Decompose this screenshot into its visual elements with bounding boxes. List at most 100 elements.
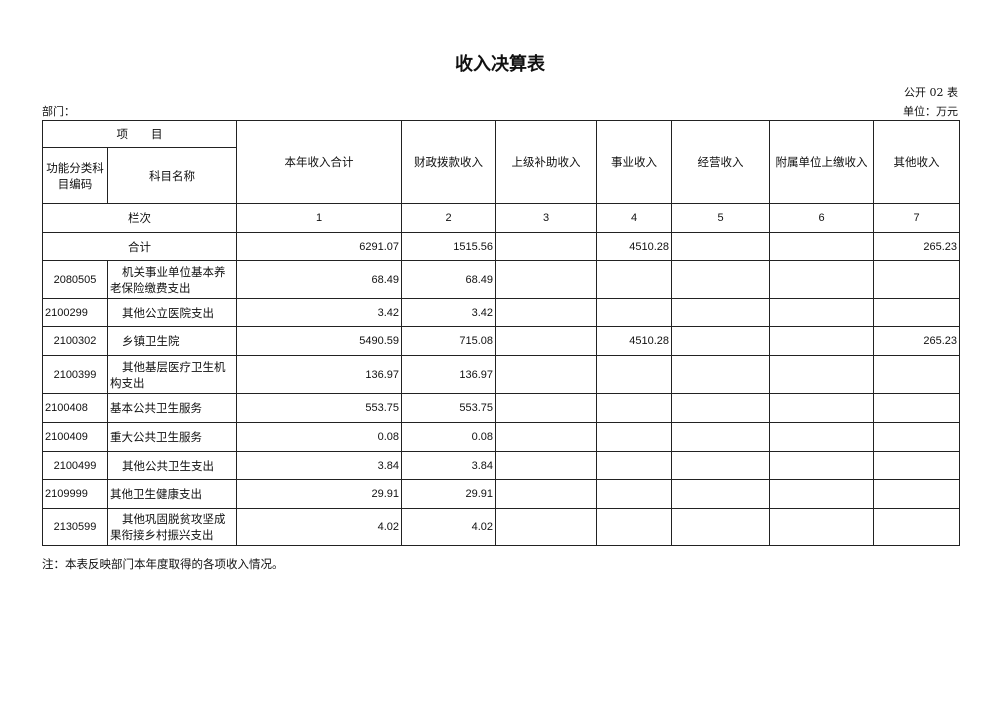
header-col: 本年收入合计 [236, 120, 402, 204]
amount-cell [671, 422, 770, 452]
column-index: 5 [671, 203, 770, 233]
column-index-label: 栏次 [42, 203, 237, 233]
page-title: 收入决算表 [455, 54, 545, 75]
subject-name: 其他公立医院支出 [107, 298, 237, 327]
header-code: 功能分类科目编码 [42, 147, 108, 204]
amount-cell: 553.75 [401, 393, 496, 423]
amount-cell [873, 479, 960, 509]
amount-cell [495, 326, 597, 356]
subject-code: 2080505 [42, 260, 108, 299]
amount-cell [495, 451, 597, 480]
amount-cell [873, 298, 960, 327]
amount-cell: 4.02 [236, 508, 402, 546]
subject-name: 基本公共卫生服务 [107, 393, 237, 423]
amount-cell [769, 451, 874, 480]
subject-code: 2100302 [42, 326, 108, 356]
amount-cell [495, 508, 597, 546]
subject-code: 2109999 [42, 479, 108, 509]
amount-cell: 265.23 [873, 326, 960, 356]
table-row: 2100399 其他基层医疗卫生机构支出 136.97 136.97 [42, 355, 960, 394]
header-col: 上级补助收入 [495, 120, 597, 204]
amount-cell [671, 393, 770, 423]
footnote: 注：本表反映部门本年度取得的各项收入情况。 [42, 557, 284, 571]
amount-cell [873, 422, 960, 452]
amount-cell [495, 393, 597, 423]
amount-cell [671, 260, 770, 299]
table-row: 2100409 重大公共卫生服务 0.08 0.08 [42, 422, 960, 452]
amount-cell [671, 479, 770, 509]
subject-name: 其他巩固脱贫攻坚成果衔接乡村振兴支出 [107, 508, 237, 546]
table-row: 2109999 其他卫生健康支出 29.91 29.91 [42, 479, 960, 509]
subject-code: 2100409 [42, 422, 108, 452]
total-value: 6291.07 [236, 232, 402, 261]
total-value [495, 232, 597, 261]
amount-cell [596, 393, 672, 423]
amount-cell: 5490.59 [236, 326, 402, 356]
amount-cell [769, 326, 874, 356]
total-row: 合计 6291.07 1515.56 4510.28 265.23 [42, 232, 960, 261]
amount-cell [495, 479, 597, 509]
amount-cell [769, 355, 874, 394]
table-row: 2100302 乡镇卫生院 5490.59 715.08 4510.28 265.23 [42, 326, 960, 356]
subject-name: 其他公共卫生支出 [107, 451, 237, 480]
amount-cell: 3.84 [236, 451, 402, 480]
amount-cell: 29.91 [236, 479, 402, 509]
header-col: 其他收入 [873, 120, 960, 204]
subject-code: 2100408 [42, 393, 108, 423]
form-code: 公开 02 表 [904, 86, 958, 99]
amount-cell [671, 326, 770, 356]
column-index: 2 [401, 203, 496, 233]
amount-cell: 715.08 [401, 326, 496, 356]
subject-code: 2130599 [42, 508, 108, 546]
amount-cell [873, 508, 960, 546]
column-index: 4 [596, 203, 672, 233]
amount-cell: 68.49 [236, 260, 402, 299]
amount-cell: 29.91 [401, 479, 496, 509]
header-item: 项 目 [42, 120, 237, 148]
column-index: 1 [236, 203, 402, 233]
amount-cell [769, 298, 874, 327]
amount-cell [495, 355, 597, 394]
amount-cell [671, 355, 770, 394]
amount-cell [873, 260, 960, 299]
amount-cell [495, 260, 597, 299]
amount-cell [873, 355, 960, 394]
amount-cell: 4510.28 [596, 326, 672, 356]
amount-cell [596, 422, 672, 452]
amount-cell [495, 298, 597, 327]
subject-code: 2100399 [42, 355, 108, 394]
amount-cell [769, 508, 874, 546]
amount-cell [596, 260, 672, 299]
table-row: 2100299 其他公立医院支出 3.42 3.42 [42, 298, 960, 327]
total-label: 合计 [42, 232, 237, 261]
header-col: 经营收入 [671, 120, 770, 204]
table-row: 2100408 基本公共卫生服务 553.75 553.75 [42, 393, 960, 423]
amount-cell: 4.02 [401, 508, 496, 546]
amount-cell [769, 260, 874, 299]
amount-cell: 3.42 [236, 298, 402, 327]
amount-cell [769, 422, 874, 452]
total-value: 1515.56 [401, 232, 496, 261]
amount-cell: 0.08 [401, 422, 496, 452]
subject-name: 机关事业单位基本养老保险缴费支出 [107, 260, 237, 299]
unit-label: 单位：万元 [903, 105, 958, 118]
department-label: 部门： [42, 105, 75, 118]
amount-cell [671, 298, 770, 327]
amount-cell [596, 451, 672, 480]
amount-cell [671, 451, 770, 480]
amount-cell: 3.42 [401, 298, 496, 327]
subject-code: 2100499 [42, 451, 108, 480]
subject-code: 2100299 [42, 298, 108, 327]
amount-cell [596, 479, 672, 509]
amount-cell [769, 479, 874, 509]
header-col: 事业收入 [596, 120, 672, 204]
amount-cell: 3.84 [401, 451, 496, 480]
subject-name: 其他卫生健康支出 [107, 479, 237, 509]
table-row: 2080505 机关事业单位基本养老保险缴费支出 68.49 68.49 [42, 260, 960, 299]
amount-cell: 553.75 [236, 393, 402, 423]
header-name: 科目名称 [107, 147, 237, 204]
amount-cell: 136.97 [401, 355, 496, 394]
column-index: 3 [495, 203, 597, 233]
header-col: 财政拨款收入 [401, 120, 496, 204]
income-table: 项 目 本年收入合计 财政拨款收入 上级补助收入 事业收入 经营收入 附属单位上… [42, 120, 960, 546]
